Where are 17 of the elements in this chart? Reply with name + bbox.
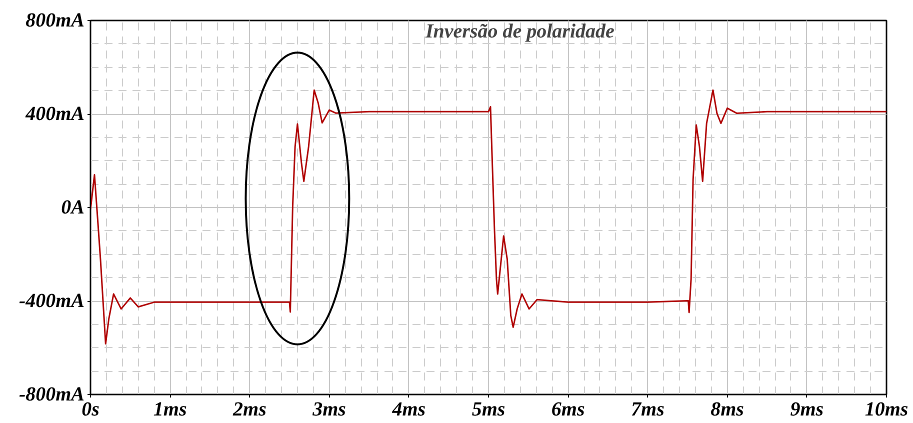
y-tick-label: 400mA	[24, 103, 85, 125]
y-tick-label: -800mA	[18, 384, 85, 406]
x-tick-label: 2ms	[232, 398, 267, 420]
x-tick-label: 6ms	[551, 398, 585, 420]
x-tick-label: 5ms	[472, 398, 506, 420]
y-tick-label: 0A	[61, 196, 85, 218]
y-tick-label: 800mA	[26, 10, 85, 32]
x-tick-label: 3ms	[312, 398, 346, 420]
annotation: Inversão de polaridade	[424, 20, 614, 42]
line-series	[90, 89, 886, 345]
y-tick-label: -400mA	[18, 290, 85, 312]
x-tick-label: 10ms	[864, 398, 908, 420]
x-tick-label: 9ms	[790, 398, 824, 420]
x-tick-label: 4ms	[391, 398, 426, 420]
x-tick-label: 7ms	[631, 398, 665, 420]
x-tick-label: 8ms	[710, 398, 744, 420]
x-tick-label: 1ms	[153, 398, 187, 420]
